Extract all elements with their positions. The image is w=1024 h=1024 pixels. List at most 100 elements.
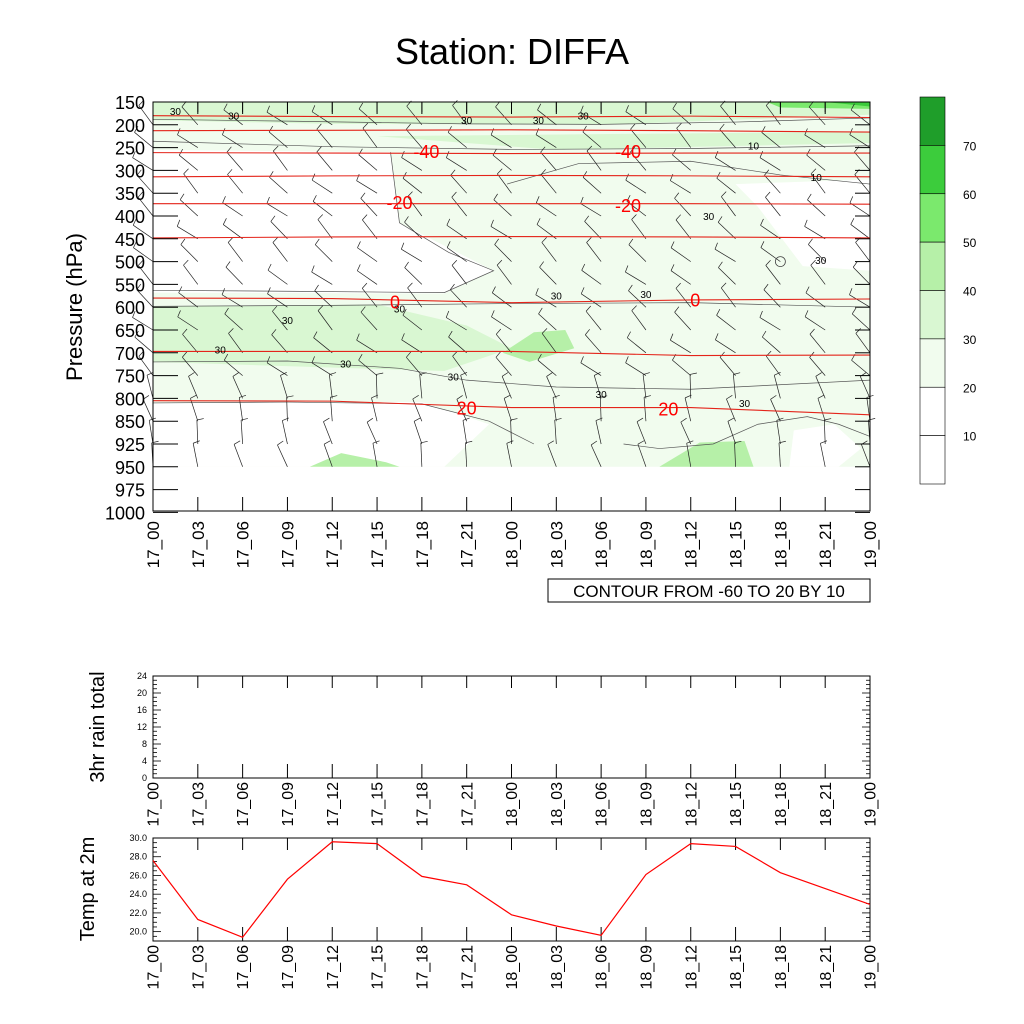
- wind-barb-flag: [582, 125, 587, 133]
- wind-barb-flag: [804, 310, 809, 317]
- wind-barb: [636, 421, 647, 445]
- wind-barb-flag: [362, 122, 369, 129]
- wind-barb: [270, 221, 288, 240]
- wind-barb-flag: [600, 395, 608, 398]
- wind-barb: [465, 442, 468, 467]
- wind-barb-flag: [372, 440, 380, 444]
- wind-barb-flag: [809, 328, 815, 335]
- wind-barb: [132, 317, 154, 331]
- wind-barb-flag: [360, 306, 366, 313]
- rain-ytick-label: 4: [142, 756, 147, 766]
- temp-time-tick-label: 18_15: [728, 945, 745, 990]
- wind-barb: [580, 203, 602, 217]
- time-tick-label: 18_21: [816, 521, 835, 568]
- wind-barb: [277, 444, 288, 467]
- wind-barb-flag: [686, 440, 694, 444]
- wind-barb: [675, 288, 692, 308]
- wind-barb: [586, 242, 602, 262]
- wind-barb: [452, 355, 467, 376]
- wind-barb-flag: [266, 196, 270, 204]
- wind-barb: [804, 316, 826, 331]
- temp-time-tick-label: 17_00: [146, 945, 163, 990]
- wind-barb-flag: [625, 105, 629, 112]
- wind-barb-flag: [419, 372, 427, 375]
- wind-barb-flag: [626, 195, 631, 202]
- wind-barb-flag: [178, 286, 183, 293]
- wind-barb-flag: [311, 105, 316, 112]
- wind-barb: [817, 398, 826, 422]
- wind-barb: [850, 224, 871, 240]
- wind-barb-flag: [177, 128, 181, 136]
- wind-barb: [190, 398, 199, 422]
- wind-barb: [266, 203, 288, 217]
- wind-barb-flag: [404, 216, 409, 223]
- pressure-tick-label: 600: [115, 298, 145, 318]
- pressure-tick-label: 950: [115, 458, 145, 478]
- wind-barb-flag: [176, 219, 181, 227]
- wind-barb-flag: [759, 151, 764, 158]
- temperature-contour-line-8: [152, 400, 871, 416]
- time-tick-label: 18_09: [637, 521, 656, 568]
- wind-barb-flag: [223, 103, 228, 111]
- wind-barb-flag: [626, 331, 631, 338]
- wind-barb-flag: [580, 356, 584, 363]
- wind-barb-flag: [448, 330, 453, 338]
- wind-barb: [538, 313, 557, 331]
- temp-time-tick-label: 17_03: [190, 945, 207, 990]
- wind-barb-flag: [134, 330, 139, 338]
- wind-barb: [136, 175, 154, 194]
- wind-barb: [716, 177, 736, 194]
- humidity-label: 30: [228, 112, 240, 123]
- wind-barb: [855, 242, 871, 262]
- wind-barb-flag: [183, 259, 189, 266]
- wind-barb: [405, 129, 423, 148]
- wind-barb-flag: [628, 238, 634, 245]
- wind-barb-flag: [625, 356, 629, 363]
- wind-barb: [554, 420, 557, 445]
- wind-barb-flag: [316, 123, 322, 130]
- wind-barb-flag: [366, 417, 374, 423]
- wind-barb-flag: [674, 306, 680, 313]
- wind-barb-flag: [672, 148, 677, 156]
- wind-barb-flag: [676, 122, 682, 129]
- time-tick-label: 17_15: [368, 521, 387, 568]
- humidity-label: 10: [811, 173, 823, 184]
- rain-time-tick-label: 17_18: [414, 782, 431, 827]
- wind-barb: [490, 134, 512, 148]
- time-axis: 17_00 17_03 17_06 17_09 17_12 17_15 17_18 17_21…: [144, 102, 880, 568]
- wind-barb: [495, 357, 512, 376]
- wind-barb: [323, 421, 333, 445]
- wind-barb: [222, 134, 243, 148]
- wind-barb-flag: [420, 440, 428, 444]
- wind-barb-flag: [449, 283, 455, 290]
- wind-barb: [859, 376, 871, 399]
- rain-panel: 0 4 8 12 16 20 24 17_00 17_03 17_06 17_09 17_12 17_1…: [87, 671, 880, 827]
- temperature-label: -40: [413, 142, 439, 162]
- wind-barb: [643, 397, 647, 422]
- pressure-tick-label: 400: [115, 207, 145, 227]
- wind-barb: [718, 267, 736, 285]
- wind-barb-flag: [323, 417, 330, 422]
- wind-barb: [182, 334, 199, 354]
- wind-barb-flag: [804, 219, 808, 227]
- wind-barb: [448, 336, 467, 354]
- colorbar-label: 30: [963, 333, 977, 347]
- wind-barb: [721, 196, 736, 217]
- wind-barb: [375, 374, 378, 399]
- wind-barb-flag: [357, 241, 361, 248]
- wind-barb-flag: [810, 168, 817, 175]
- wind-barb: [273, 150, 288, 171]
- wind-barb: [546, 376, 557, 399]
- wind-barb: [625, 179, 647, 194]
- wind-barb: [401, 248, 423, 262]
- wind-barb-flag: [850, 103, 855, 111]
- wind-barb: [852, 313, 871, 331]
- wind-barb-flag: [239, 394, 247, 398]
- colorbar-label: 50: [963, 236, 977, 250]
- temperature-contour-line-1: [152, 129, 871, 133]
- wind-barb-flag: [727, 417, 735, 422]
- temperature-contour-line-7: [153, 350, 871, 357]
- wind-barb: [590, 444, 602, 467]
- wind-barb: [360, 311, 378, 331]
- wind-barb-flag: [493, 193, 498, 200]
